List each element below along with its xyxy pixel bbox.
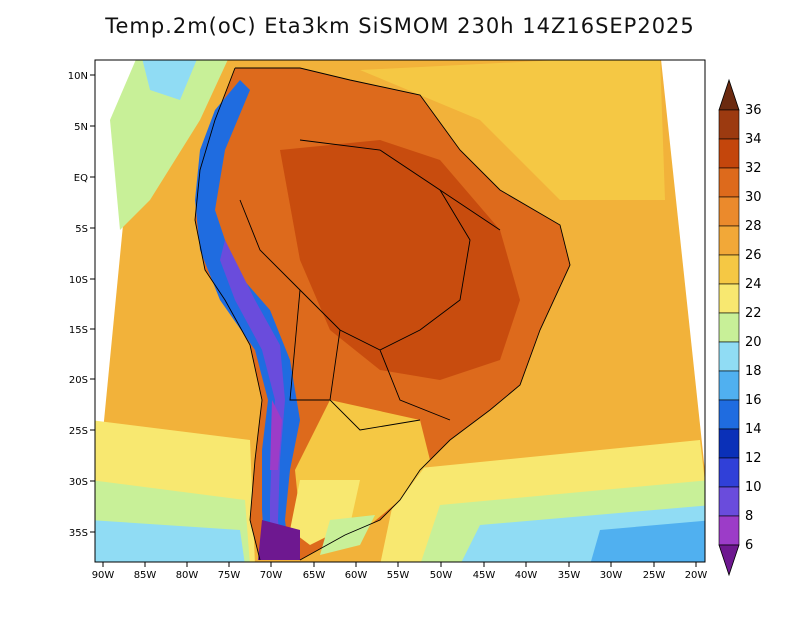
- longitude-axis: 90W 85W 80W 75W 70W 65W 60W 55W 50W 45W …: [92, 562, 708, 581]
- map-field: [95, 60, 705, 562]
- colorbar-cell: [718, 312, 740, 343]
- svg-text:75W: 75W: [218, 570, 241, 581]
- colorbar-label: 6: [745, 538, 753, 553]
- lon-tick: 40W: [515, 562, 538, 581]
- svg-text:55W: 55W: [387, 570, 410, 581]
- lon-tick: 75W: [218, 562, 241, 581]
- colorbar-label: 28: [745, 219, 762, 234]
- colorbar-cell: [718, 254, 740, 285]
- lat-tick: 25S: [69, 426, 95, 437]
- colorbar-label: 14: [745, 422, 762, 437]
- svg-text:EQ: EQ: [74, 173, 88, 184]
- colorbar-label: 34: [745, 132, 762, 147]
- colorbar-label: 26: [745, 248, 762, 263]
- colorbar-cell: [718, 109, 740, 140]
- svg-text:35W: 35W: [558, 570, 581, 581]
- lat-tick: 20S: [69, 375, 95, 386]
- colorbar-bottom-arrow: [718, 544, 740, 577]
- svg-text:15S: 15S: [69, 325, 88, 336]
- lon-tick: 35W: [558, 562, 581, 581]
- svg-text:10S: 10S: [69, 275, 88, 286]
- svg-text:50W: 50W: [430, 570, 453, 581]
- colorbar-cell: [718, 428, 740, 459]
- colorbar-label: 18: [745, 364, 762, 379]
- lon-tick: 90W: [92, 562, 115, 581]
- lon-tick: 20W: [685, 562, 708, 581]
- colorbar-label: 36: [745, 103, 762, 118]
- lat-tick: 15S: [69, 325, 95, 336]
- svg-text:65W: 65W: [303, 570, 326, 581]
- svg-text:5N: 5N: [74, 122, 88, 133]
- svg-text:80W: 80W: [176, 570, 199, 581]
- svg-text:35S: 35S: [69, 528, 88, 539]
- svg-text:25W: 25W: [643, 570, 666, 581]
- lat-tick: EQ: [74, 173, 95, 184]
- colorbar-cell: [718, 399, 740, 430]
- colorbar-label: 20: [745, 335, 762, 350]
- lon-tick: 50W: [430, 562, 453, 581]
- lon-tick: 85W: [134, 562, 157, 581]
- colorbar-cell: [718, 138, 740, 169]
- svg-text:90W: 90W: [92, 570, 115, 581]
- svg-text:30S: 30S: [69, 477, 88, 488]
- lon-tick: 55W: [387, 562, 410, 581]
- colorbar-cell: [718, 457, 740, 488]
- lon-tick: 65W: [303, 562, 326, 581]
- colorbar-cell: [718, 341, 740, 372]
- lon-tick: 70W: [260, 562, 283, 581]
- lon-tick: 30W: [600, 562, 623, 581]
- svg-text:10N: 10N: [68, 71, 88, 82]
- colorbar-cell: [718, 167, 740, 198]
- lat-tick: 10S: [69, 275, 95, 286]
- svg-text:20S: 20S: [69, 375, 88, 386]
- svg-text:70W: 70W: [260, 570, 283, 581]
- lon-tick: 25W: [643, 562, 666, 581]
- colorbar: 36 34 32 30 28 26 24 22 20 18 16 14 12 1…: [718, 78, 762, 577]
- svg-text:45W: 45W: [473, 570, 496, 581]
- coastlines-borders: [194, 67, 571, 561]
- colorbar-cell: [718, 370, 740, 401]
- map-frame: [94, 59, 706, 563]
- svg-text:25S: 25S: [69, 426, 88, 437]
- svg-text:5S: 5S: [75, 224, 88, 235]
- colorbar-cell: [718, 283, 740, 314]
- colorbar-label: 12: [745, 451, 762, 466]
- colorbar-label: 16: [745, 393, 762, 408]
- svg-text:85W: 85W: [134, 570, 157, 581]
- colorbar-cell: [718, 515, 740, 546]
- colorbar-label: 8: [745, 509, 753, 524]
- svg-text:60W: 60W: [345, 570, 368, 581]
- colorbar-label: 10: [745, 480, 762, 495]
- colorbar-label: 32: [745, 161, 762, 176]
- latitude-axis: 10N 5N EQ 5S 10S 15S 20S 25S 30S 35S: [68, 71, 95, 539]
- lat-tick: 10N: [68, 71, 95, 82]
- lon-tick: 80W: [176, 562, 199, 581]
- colorbar-label: 24: [745, 277, 762, 292]
- north-pacific-cool: [110, 60, 228, 230]
- colorbar-cell: [718, 196, 740, 227]
- lat-tick: 30S: [69, 477, 95, 488]
- colorbar-top-arrow: [718, 78, 740, 111]
- lon-tick: 45W: [473, 562, 496, 581]
- colorbar-label: 22: [745, 306, 762, 321]
- lon-tick: 60W: [345, 562, 368, 581]
- svg-text:30W: 30W: [600, 570, 623, 581]
- map-title: Temp.2m(oC) Eta3km SiSMOM 230h 14Z16SEP2…: [105, 14, 695, 38]
- colorbar-label: 30: [745, 190, 762, 205]
- colorbar-cell: [718, 225, 740, 256]
- svg-text:40W: 40W: [515, 570, 538, 581]
- lat-tick: 35S: [69, 528, 95, 539]
- svg-text:20W: 20W: [685, 570, 708, 581]
- colorbar-cell: [718, 486, 740, 517]
- lat-tick: 5S: [75, 224, 95, 235]
- lat-tick: 5N: [74, 122, 95, 133]
